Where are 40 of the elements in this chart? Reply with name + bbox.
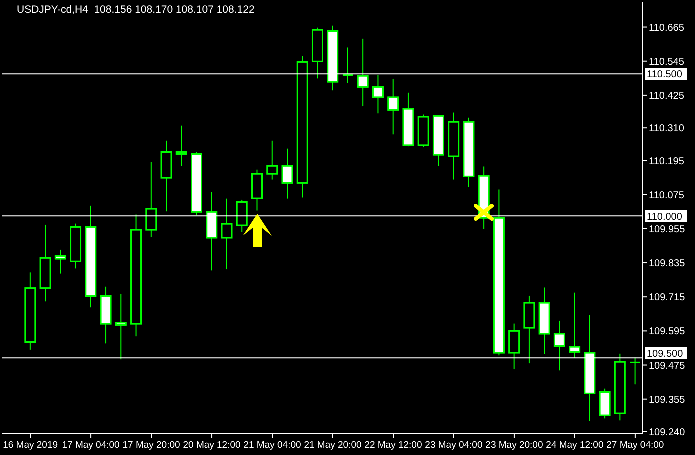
x-tick-label: 21 May 20:00 — [304, 440, 362, 451]
x-tick-label: 27 May 04:00 — [606, 440, 664, 451]
x-tick-label: 23 May 20:00 — [486, 440, 544, 451]
y-tick-label: 110.665 — [649, 22, 685, 34]
candlestick — [221, 198, 233, 270]
candlestick — [342, 47, 354, 84]
ref-line-label: 110.000 — [647, 212, 683, 223]
y-tick-label: 109.595 — [649, 326, 686, 338]
x-tick-label: 22 May 12:00 — [364, 440, 422, 451]
candlestick — [236, 199, 248, 233]
x-tick-label: 17 May 04:00 — [62, 440, 120, 451]
y-tick-label: 109.955 — [649, 224, 686, 236]
y-tick-label: 109.240 — [649, 428, 686, 439]
y-tick-label: 109.715 — [649, 292, 686, 304]
candlestick — [630, 357, 642, 386]
y-tick-label: 110.075 — [649, 190, 685, 202]
y-tick-label: 109.475 — [649, 360, 686, 372]
x-tick-label: 17 May 20:00 — [122, 440, 180, 451]
candlestick — [266, 140, 278, 180]
candlestick — [599, 388, 611, 420]
y-tick-label: 110.310 — [649, 124, 685, 135]
y-tick-label: 110.545 — [649, 56, 685, 68]
ref-line-label: 110.500 — [647, 70, 683, 81]
x-tick-label: 23 May 04:00 — [425, 440, 483, 451]
y-tick-label: 110.425 — [649, 90, 685, 102]
candlestick — [282, 148, 294, 200]
candlestick — [176, 125, 188, 167]
candlestick — [54, 249, 66, 274]
candlestick — [146, 162, 158, 238]
ref-line-label: 109.500 — [647, 348, 684, 360]
candlestick — [388, 78, 400, 136]
y-tick-label: 109.355 — [649, 394, 686, 406]
y-tick-label: 109.835 — [649, 258, 686, 270]
x-tick-label: 21 May 04:00 — [244, 440, 302, 451]
x-tick-label: 16 May 2019 — [3, 440, 58, 451]
x-tick-label: 24 May 12:00 — [546, 440, 604, 451]
candlestick — [508, 323, 520, 370]
x-tick-label: 20 May 12:00 — [183, 440, 241, 451]
y-tick-label: 110.195 — [649, 156, 685, 168]
chart-title: USDJPY-cd,H4 108.156 108.170 108.107 108.122 — [17, 4, 255, 16]
